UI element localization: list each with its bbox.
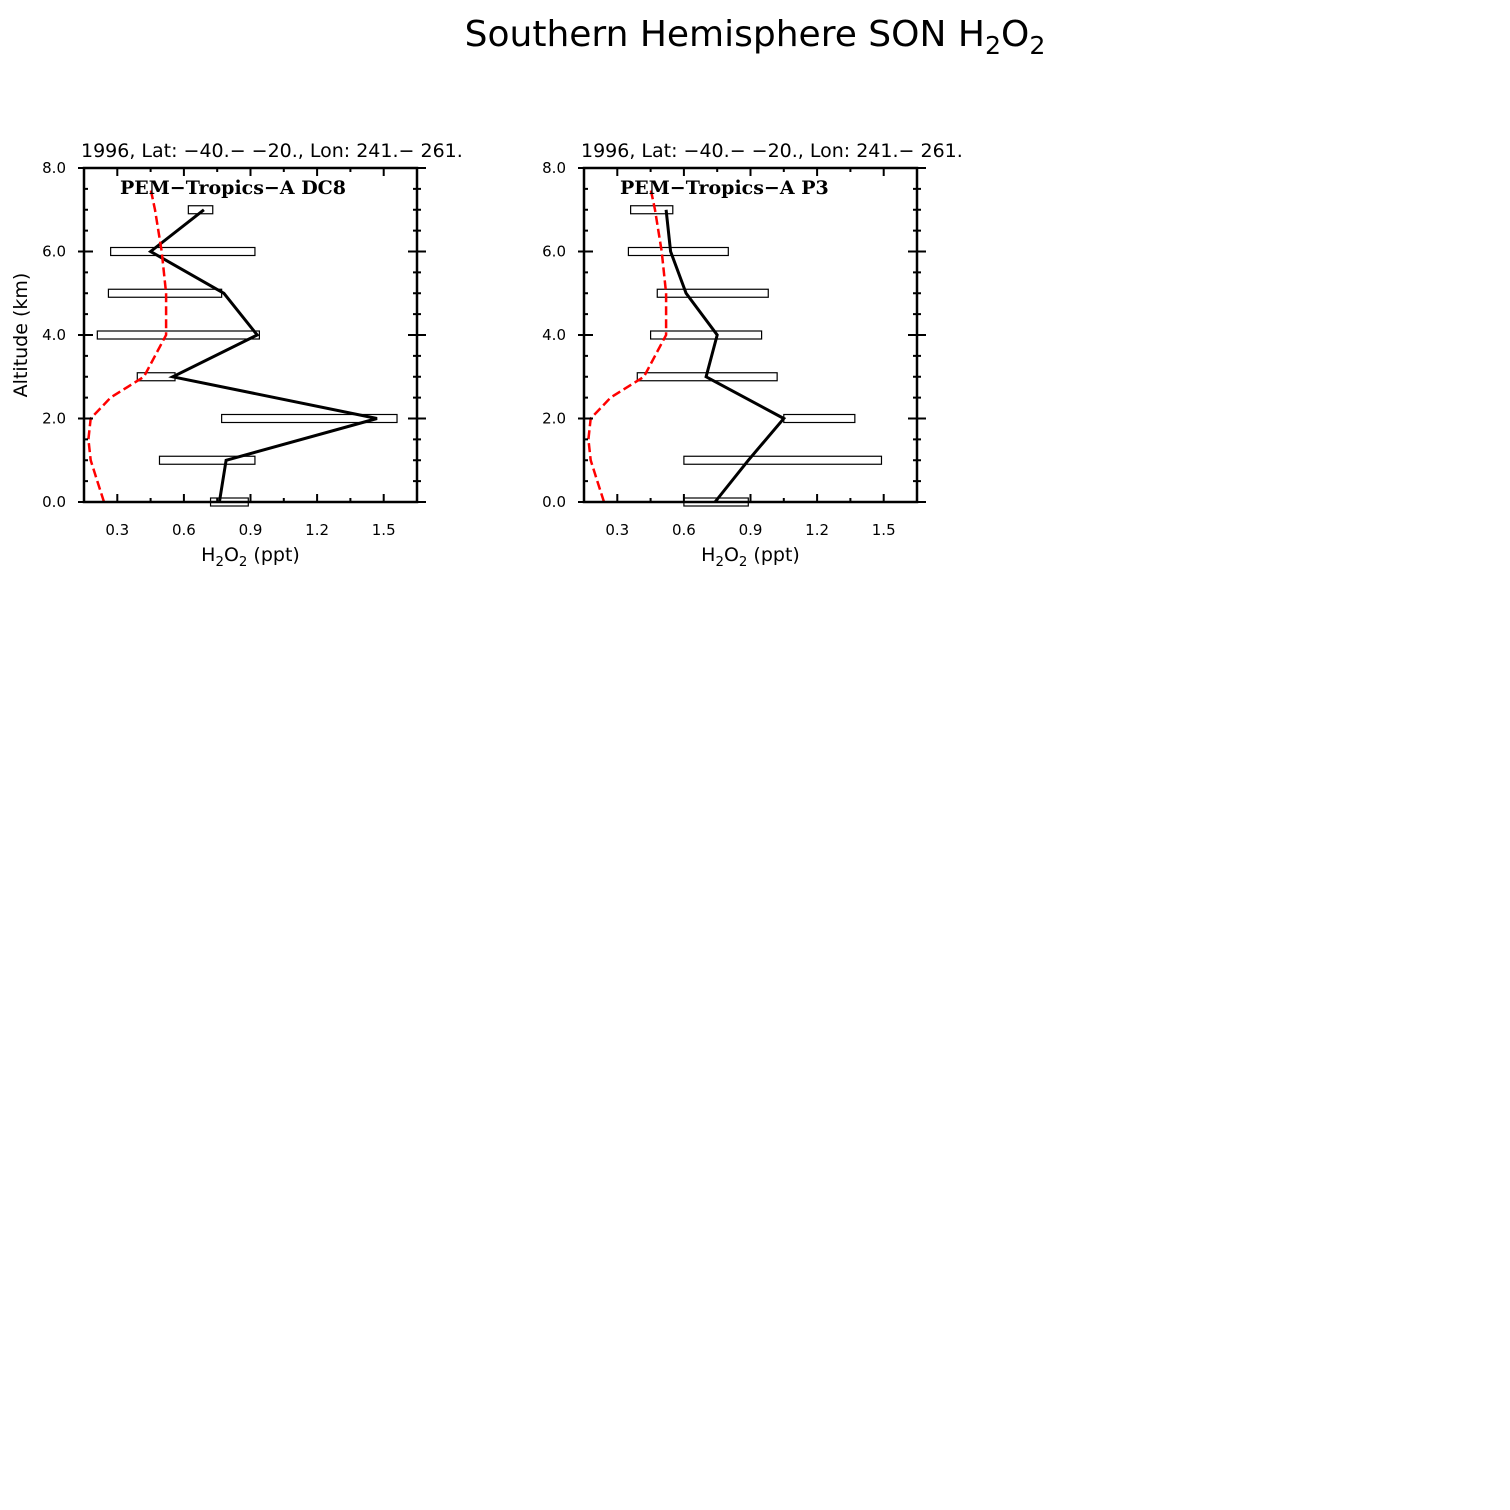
y-tick-label: 0.0 [542,493,566,511]
y-tick-label: 0.0 [42,493,66,511]
plot-frame [582,166,919,504]
x-axis-label-part: (ppt) [247,544,299,566]
observed-median-line [664,209,787,503]
range-box [627,246,729,257]
x-tick-label: 1.2 [805,521,829,539]
x-tick-label: 0.6 [672,521,696,539]
chart-panel-p3: 1996, Lat: −40.− −20., Lon: 241.− 261. 0.… [542,140,963,570]
range-box [630,205,674,215]
panel-header: 1996, Lat: −40.− −20., Lon: 241.− 261. [581,140,963,162]
x-tick-label: 1.2 [305,521,329,539]
x-axis-label-part: H [201,544,215,566]
range-box [649,330,763,340]
x-tick-label: 0.9 [239,521,263,539]
range-box [221,413,398,424]
model-line [87,188,168,503]
observed-median-line [147,208,378,503]
x-axis-label-part: 2 [739,555,747,570]
range-box [110,246,256,257]
panel-title: PEM−Tropics−A P3 [620,177,829,199]
x-axis-label-part: 2 [215,555,223,570]
range-box [656,288,769,298]
x-axis-label-part: H [701,544,715,566]
panel-header: 1996, Lat: −40.− −20., Lon: 241.− 261. [81,140,463,162]
y-tick-label: 4.0 [42,326,66,344]
range-box [683,455,883,465]
x-tick-label: 0.6 [172,521,196,539]
x-tick-label: 0.9 [739,521,763,539]
x-tick-label: 1.5 [372,521,396,539]
y-tick-label: 2.0 [42,410,66,428]
x-axis-label: H2O2 (ppt) [201,544,300,570]
x-tick-label: 0.3 [105,521,129,539]
range-box [783,413,856,424]
x-axis-label-part: O [724,544,739,566]
x-axis-label-part: 2 [715,555,723,570]
x-tick-label: 1.5 [872,521,896,539]
range-box [158,455,256,465]
range-box [96,330,260,340]
y-axis-label: Altitude (km) [10,273,32,398]
range-box [136,372,176,382]
x-tick-label: 0.3 [605,521,629,539]
x-axis-label-part: O [224,544,239,566]
x-axis-label: H2O2 (ppt) [701,544,800,570]
y-tick-label: 4.0 [542,326,566,344]
y-tick-label: 6.0 [42,243,66,261]
figure-title: Southern Hemisphere SON H2O2 [465,14,1046,60]
model-line [587,188,668,503]
chart-panel-dc8: 1996, Lat: −40.− −20., Lon: 241.− 261. 0.… [10,140,463,570]
plot-frame [82,166,419,504]
panel-title: PEM−Tropics−A DC8 [120,177,346,199]
x-axis-label-part: (ppt) [747,544,799,566]
y-tick-label: 8.0 [42,159,66,177]
y-tick-label: 6.0 [542,243,566,261]
y-tick-label: 8.0 [542,159,566,177]
y-tick-label: 2.0 [542,410,566,428]
x-axis-label-part: 2 [239,555,247,570]
